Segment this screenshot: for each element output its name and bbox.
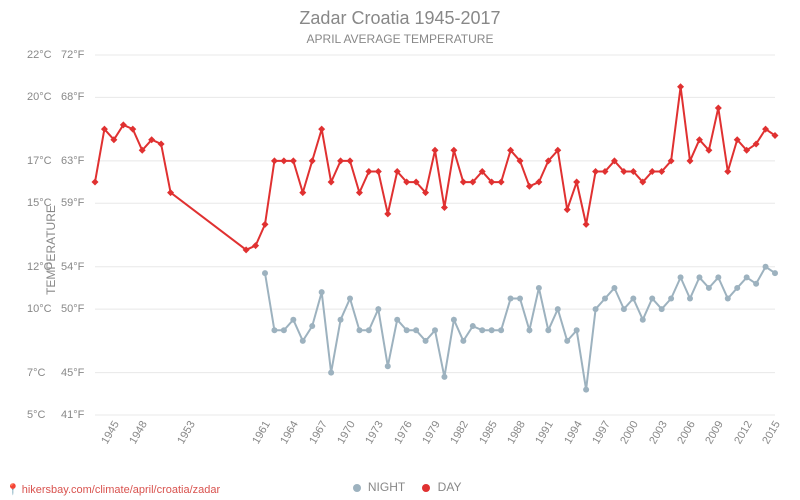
ytick-f: 72°F (61, 49, 84, 61)
legend-label-night: NIGHT (368, 480, 405, 494)
xtick: 2015 (760, 419, 772, 440)
xtick: 1973 (364, 419, 376, 440)
xtick: 1979 (420, 419, 432, 440)
legend-label-day: DAY (438, 480, 462, 494)
xtick: 1994 (562, 419, 574, 440)
footer-url: hikersbay.com/climate/april/croatia/zada… (22, 484, 220, 496)
xtick: 1997 (590, 419, 602, 440)
xtick: 1970 (335, 419, 347, 440)
ytick-c: 15°C (27, 197, 52, 209)
y-axis-label: TEMPERATURE (44, 205, 58, 295)
ytick-c: 17°C (27, 155, 52, 167)
xtick: 2009 (704, 419, 716, 440)
xtick: 1985 (477, 419, 489, 440)
plot-area: 5°C41°F7°C45°F10°C50°F12°C54°F15°C59°F17… (95, 55, 775, 415)
ytick-f: 59°F (61, 197, 84, 209)
xtick: 2003 (647, 419, 659, 440)
xtick: 1961 (250, 419, 262, 440)
ytick-f: 50°F (61, 303, 84, 315)
xtick: 2000 (619, 419, 631, 440)
ytick-f: 63°F (61, 155, 84, 167)
legend-swatch-day (422, 484, 430, 492)
xtick: 1964 (279, 419, 291, 440)
ytick-c: 10°C (27, 303, 52, 315)
xtick: 1991 (534, 419, 546, 440)
ytick-c: 22°C (27, 49, 52, 61)
ytick-c: 5°C (27, 409, 45, 421)
ytick-c: 12°C (27, 261, 52, 273)
map-pin-icon: 📍 (6, 484, 20, 496)
xtick: 1953 (175, 419, 187, 440)
footer-credit: 📍hikersbay.com/climate/april/croatia/zad… (6, 483, 220, 496)
ytick-c: 20°C (27, 91, 52, 103)
xtick: 1948 (128, 419, 140, 440)
xtick: 2012 (732, 419, 744, 440)
legend-swatch-night (353, 484, 361, 492)
chart-container: Zadar Croatia 1945-2017 APRIL AVERAGE TE… (0, 0, 800, 500)
xtick: 1945 (99, 419, 111, 440)
ytick-f: 41°F (61, 409, 84, 421)
xtick: 1988 (505, 419, 517, 440)
ytick-f: 54°F (61, 261, 84, 273)
plot-svg (95, 55, 775, 415)
xtick: 1982 (449, 419, 461, 440)
xtick: 1976 (392, 419, 404, 440)
ytick-c: 7°C (27, 367, 45, 379)
xtick: 2006 (675, 419, 687, 440)
ytick-f: 68°F (61, 91, 84, 103)
chart-subtitle: APRIL AVERAGE TEMPERATURE (0, 32, 800, 46)
xtick: 1967 (307, 419, 319, 440)
ytick-f: 45°F (61, 367, 84, 379)
chart-title: Zadar Croatia 1945-2017 (0, 8, 800, 29)
